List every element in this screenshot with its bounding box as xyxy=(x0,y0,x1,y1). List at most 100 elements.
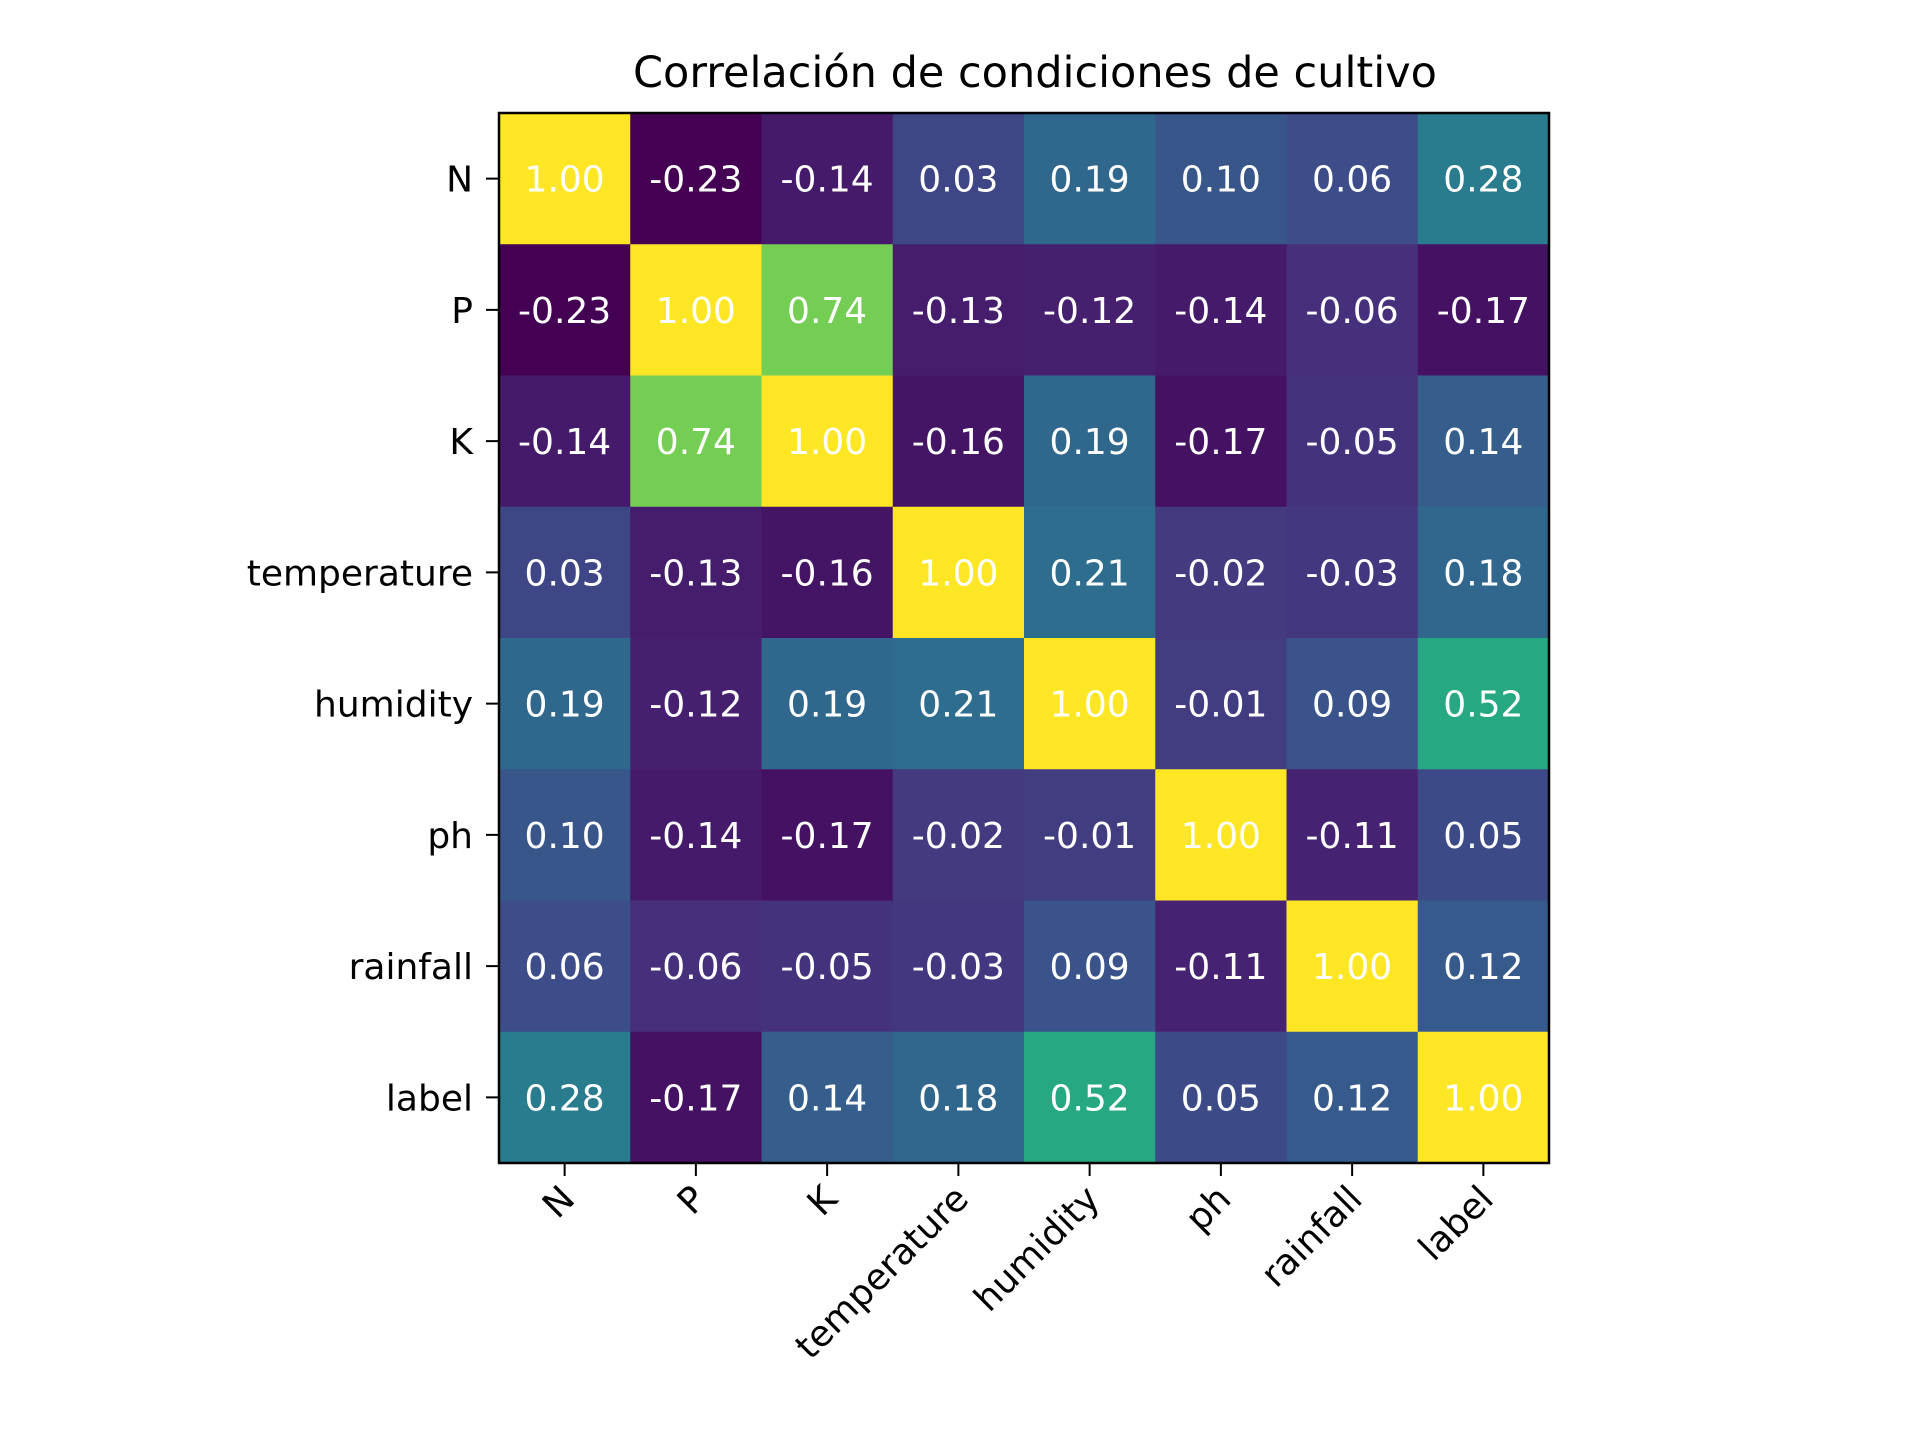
heatmap-cell xyxy=(1417,375,1550,508)
cell-value-label: 0.09 xyxy=(1050,947,1130,988)
heatmap-cells xyxy=(499,113,1550,1164)
heatmap-cell xyxy=(761,113,894,245)
heatmap-cell xyxy=(1024,638,1156,770)
cell-value-label: -0.03 xyxy=(1306,553,1399,594)
cell-value-label: 0.19 xyxy=(525,685,605,726)
cell-value-label: -0.12 xyxy=(649,685,742,726)
heatmap-cell xyxy=(1155,900,1287,1033)
heatmap-cell xyxy=(1024,244,1156,376)
heatmap-cell xyxy=(892,375,1025,508)
cell-value-label: -0.05 xyxy=(1306,422,1399,463)
cell-value-label: -0.06 xyxy=(1306,291,1399,332)
heatmap-cell xyxy=(499,375,631,508)
heatmap-cell xyxy=(1024,900,1156,1033)
heatmap-cell xyxy=(1417,506,1550,639)
heatmap-cell xyxy=(630,113,762,245)
cell-value-label: 0.05 xyxy=(1181,1078,1261,1119)
x-tick-label: N xyxy=(535,1178,583,1226)
cell-value-label: -0.14 xyxy=(1174,291,1267,332)
cell-value-label: -0.01 xyxy=(1174,685,1267,726)
cell-value-label: -0.13 xyxy=(912,291,1005,332)
heatmap-cell xyxy=(1286,375,1419,508)
cell-value-label: 0.19 xyxy=(1050,422,1130,463)
heatmap-cell xyxy=(499,900,631,1033)
x-tick-label: P xyxy=(670,1178,714,1222)
heatmap-cell xyxy=(1155,769,1287,901)
cell-value-label: -0.03 xyxy=(912,947,1005,988)
cell-value-label: 1.00 xyxy=(787,422,867,463)
y-tick-label: ph xyxy=(427,816,473,857)
cell-value-label: 0.12 xyxy=(1443,947,1523,988)
heatmap-cell xyxy=(1286,900,1419,1033)
heatmap-cell xyxy=(892,769,1025,901)
heatmap-cell xyxy=(630,900,762,1033)
cell-value-label: -0.01 xyxy=(1043,816,1136,857)
heatmap-cell xyxy=(499,113,631,245)
heatmap-cell xyxy=(630,638,762,770)
cell-value-label: 0.19 xyxy=(1050,160,1130,201)
cell-value-label: -0.12 xyxy=(1043,291,1136,332)
heatmap-cell xyxy=(761,1031,894,1164)
heatmap-cell xyxy=(892,638,1025,770)
cell-value-label: 0.18 xyxy=(1443,553,1523,594)
cell-value-label: 1.00 xyxy=(1181,816,1261,857)
cell-value-label: -0.16 xyxy=(781,553,874,594)
heatmap-cell xyxy=(1024,113,1156,245)
x-tick-label: K xyxy=(800,1177,847,1224)
cell-value-label: -0.17 xyxy=(1437,291,1530,332)
cell-value-label: -0.11 xyxy=(1306,816,1399,857)
cell-value-label: 0.14 xyxy=(787,1078,867,1119)
cell-value-label: 0.28 xyxy=(525,1078,605,1119)
cell-value-label: 0.05 xyxy=(1443,816,1523,857)
heatmap-cell xyxy=(1155,113,1287,245)
cell-value-label: 0.74 xyxy=(656,422,736,463)
y-tick-label: P xyxy=(451,291,473,332)
heatmap-cell xyxy=(1286,113,1419,245)
cell-value-label: 0.21 xyxy=(918,685,998,726)
heatmap-cell xyxy=(630,244,762,376)
heatmap-cell xyxy=(1155,638,1287,770)
heatmap-cell xyxy=(1286,244,1419,376)
heatmap-cell xyxy=(761,900,894,1033)
cell-value-label: -0.23 xyxy=(518,291,611,332)
heatmap-cell xyxy=(1417,900,1550,1033)
cell-value-label: 1.00 xyxy=(1443,1078,1523,1119)
cell-value-label: 1.00 xyxy=(656,291,736,332)
heatmap-cell xyxy=(1155,375,1287,508)
cell-value-label: 0.06 xyxy=(1312,160,1392,201)
heatmap-cell xyxy=(1417,769,1550,901)
cell-value-label: 1.00 xyxy=(1312,947,1392,988)
heatmap-cell-labels: 1.00 -0.23 -0.14 0.03 0.19 0.10 0.06 0.28 -0.23 1… xyxy=(518,160,1530,1120)
heatmap-cell xyxy=(499,244,631,376)
heatmap-cell xyxy=(1286,1031,1419,1164)
heatmap-cell xyxy=(761,769,894,901)
cell-value-label: 0.18 xyxy=(918,1078,998,1119)
heatmap-cell xyxy=(1024,1031,1156,1164)
cell-value-label: 0.21 xyxy=(1050,553,1130,594)
y-tick-label: N xyxy=(446,160,473,201)
heatmap-cell xyxy=(499,638,631,770)
heatmap-cell xyxy=(630,1031,762,1164)
cell-value-label: 0.74 xyxy=(787,291,867,332)
cell-value-label: -0.11 xyxy=(1174,947,1267,988)
cell-value-label: 0.09 xyxy=(1312,685,1392,726)
x-tick-label: ph xyxy=(1178,1178,1239,1239)
heatmap-cell xyxy=(892,506,1025,639)
cell-value-label: 0.10 xyxy=(1181,160,1261,201)
heatmap-cell xyxy=(1417,113,1550,245)
cell-value-label: -0.14 xyxy=(649,816,742,857)
cell-value-label: 0.52 xyxy=(1443,685,1523,726)
cell-value-label: -0.13 xyxy=(649,553,742,594)
cell-value-label: -0.17 xyxy=(649,1078,742,1119)
cell-value-label: 0.28 xyxy=(1443,160,1523,201)
heatmap-cell xyxy=(630,506,762,639)
y-tick-label: temperature xyxy=(247,553,473,594)
cell-value-label: -0.02 xyxy=(1174,553,1267,594)
cell-value-label: 0.19 xyxy=(787,685,867,726)
heatmap-cell xyxy=(892,1031,1025,1164)
heatmap-cell xyxy=(1286,769,1419,901)
heatmap-cell xyxy=(892,113,1025,245)
cell-value-label: -0.17 xyxy=(781,816,874,857)
